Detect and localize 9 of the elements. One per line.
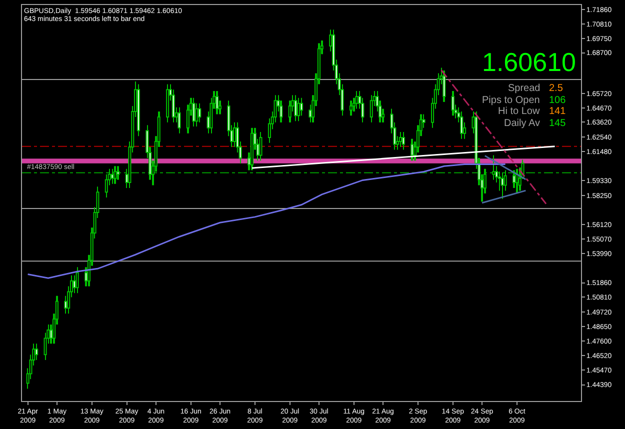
annotation: Pips to Open [482, 95, 540, 106]
annotation: 2.5 [549, 83, 564, 94]
annotation: Daily Av [504, 118, 540, 129]
annotation: 106 [549, 95, 566, 106]
annotation: 141 [549, 106, 566, 117]
annotation: 145 [549, 118, 566, 129]
annotation: Spread [508, 83, 540, 94]
annotation: Hi to Low [498, 106, 540, 117]
annotation: 1.60610 [482, 47, 576, 77]
